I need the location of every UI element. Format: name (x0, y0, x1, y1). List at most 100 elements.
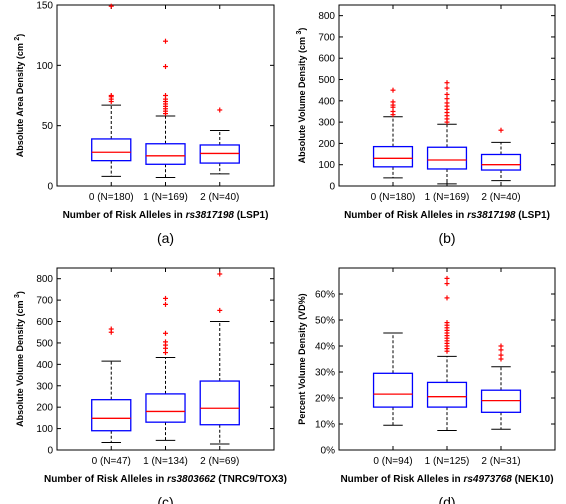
iqr-box (145, 143, 186, 165)
x-tick-label: 2 (N=69) (200, 456, 239, 467)
outlier-point (498, 127, 504, 133)
outlier-point (163, 295, 168, 301)
y-tick-label: 600 (36, 317, 53, 328)
outlier-point (108, 3, 114, 9)
outlier-point (217, 307, 223, 313)
box-1 (372, 87, 414, 179)
y-tick-label: 500 (318, 75, 335, 86)
box-3 (480, 127, 522, 182)
y-tick-label: 50% (315, 316, 335, 327)
box-1 (91, 326, 132, 444)
x-axis-label: Number of Risk Alleles in rs3817198 (LSP… (344, 210, 550, 221)
box-2 (145, 38, 186, 179)
y-tick-label: 100 (36, 424, 53, 435)
y-tick-label: 60% (315, 290, 335, 301)
x-tick-label: 0 (N=180) (89, 192, 134, 203)
box-1 (372, 332, 414, 426)
x-tick-label: 2 (N=40) (200, 192, 239, 203)
iqr-box (480, 153, 522, 171)
y-tick-label: 400 (36, 360, 53, 371)
x-tick-label: 1 (N=134) (143, 456, 188, 467)
outlier-point (444, 91, 450, 97)
y-tick-label: 40% (315, 342, 335, 353)
x-tick-label: 0 (N=47) (92, 456, 131, 467)
outlier-point (163, 93, 168, 98)
outlier-point (444, 281, 450, 287)
x-axis-label: Number of Risk Alleles in rs3817198 (LSP… (63, 210, 269, 221)
x-tick-label: 2 (N=40) (481, 192, 520, 203)
outlier-point (498, 352, 504, 358)
panel-label: (d) (438, 494, 455, 504)
y-tick-label: 0 (47, 446, 53, 457)
x-tick-label: 1 (N=169) (143, 192, 188, 203)
y-tick-label: 500 (36, 338, 53, 349)
outlier-point (444, 80, 450, 86)
iqr-box (372, 372, 414, 408)
y-axis-label: Absolute Volume Density (cm 3) (296, 28, 307, 164)
outlier-point (163, 38, 168, 44)
y-tick-label: 0 (47, 182, 53, 193)
outlier-point (498, 343, 504, 349)
iqr-box (426, 146, 468, 170)
y-tick-label: 700 (318, 32, 335, 43)
x-tick-label: 2 (N=31) (481, 456, 520, 467)
y-tick-label: 150 (36, 1, 53, 12)
outlier-point (390, 87, 396, 93)
y-tick-label: 200 (318, 139, 335, 150)
outlier-point (217, 107, 223, 113)
outlier-point (444, 85, 450, 91)
x-tick-label: 1 (N=169) (425, 192, 470, 203)
y-tick-label: 50 (42, 121, 54, 132)
iqr-box (426, 381, 468, 408)
y-tick-label: 800 (318, 11, 335, 22)
y-tick-label: 20% (315, 394, 335, 405)
chart-panel-2: 0 100 200 300 400 500 600 700 800 0 (N=180) 1 (N=1… (296, 4, 556, 246)
iqr-box (372, 145, 414, 168)
outlier-point (163, 330, 168, 336)
box-3 (199, 107, 240, 175)
outlier-point (108, 326, 114, 332)
outlier-point (444, 100, 450, 106)
box-3 (480, 343, 522, 430)
y-tick-label: 800 (36, 274, 53, 285)
y-tick-label: 300 (36, 381, 53, 392)
y-tick-label: 0 (329, 182, 335, 193)
outlier-point (444, 96, 450, 102)
outlier-point (390, 99, 396, 105)
iqr-box (145, 393, 186, 423)
y-tick-label: 0% (321, 446, 336, 457)
outlier-point (163, 64, 168, 70)
x-tick-label: 0 (N=180) (371, 192, 416, 203)
x-tick-label: 1 (N=125) (425, 456, 470, 467)
panel-label: (b) (438, 230, 455, 246)
outlier-point (163, 301, 168, 307)
y-tick-label: 700 (36, 296, 53, 307)
panel-label: (a) (157, 230, 174, 246)
outlier-point (390, 108, 396, 114)
outlier-point (217, 271, 223, 277)
chart-panel-4: 0% 10% 20% 30% 40% 50% 60% 0 (N=94) 1 (N=125) 2 (… (297, 267, 556, 504)
y-tick-label: 100 (36, 61, 53, 72)
y-tick-label: 300 (318, 118, 335, 129)
y-tick-label: 100 (318, 160, 335, 171)
outlier-point (163, 339, 168, 345)
outlier-point (163, 350, 168, 356)
y-axis-label: Absolute Volume Density (cm 3) (14, 291, 25, 427)
box-3 (199, 271, 240, 445)
x-axis-label: Number of Risk Alleles in rs4973768 (NEK… (340, 474, 553, 485)
y-tick-label: 10% (315, 420, 335, 431)
panel-label: (c) (157, 494, 173, 504)
box-1 (91, 3, 132, 177)
box-2 (426, 80, 468, 185)
y-axis-label: Percent Volume Density (VD%) (297, 293, 307, 424)
box-2 (145, 295, 186, 441)
outlier-point (444, 275, 450, 281)
x-axis-label: Number of Risk Alleles in rs3803662 (TNR… (44, 474, 287, 485)
y-tick-label: 400 (318, 96, 335, 107)
iqr-box (91, 138, 132, 162)
y-tick-label: 30% (315, 368, 335, 379)
chart-panel-3: 0 100 200 300 400 500 600 700 800 0 (N=47) 1 (N=13… (14, 267, 287, 504)
x-tick-label: 0 (N=94) (373, 456, 412, 467)
y-tick-label: 200 (36, 403, 53, 414)
